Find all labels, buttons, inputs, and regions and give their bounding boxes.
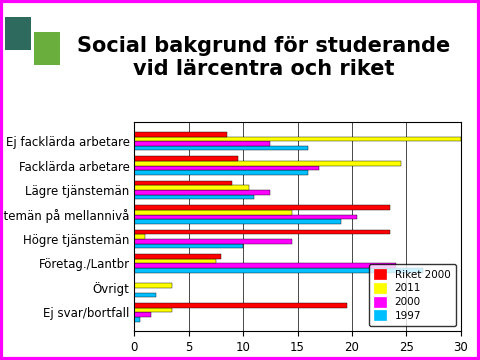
Bar [134,210,292,215]
Bar [134,234,145,239]
Bar [134,190,270,195]
Bar [134,215,358,219]
Bar [134,166,319,170]
Bar [134,185,249,190]
Bar [134,136,461,141]
Bar [134,230,390,234]
Legend: Riket 2000, 2011, 2000, 1997: Riket 2000, 2011, 2000, 1997 [369,264,456,326]
Bar [134,170,309,175]
Bar [134,156,238,161]
Bar [134,141,270,146]
Bar [134,254,221,259]
Bar [134,239,292,244]
Bar [134,132,227,136]
Bar [134,146,309,150]
Text: Social bakgrund för studerande
vid lärcentra och riket: Social bakgrund för studerande vid lärce… [77,36,451,79]
Bar [134,308,172,312]
FancyBboxPatch shape [5,17,31,50]
Bar [134,181,232,185]
Bar [134,293,156,297]
Bar [134,312,151,317]
Bar [134,244,243,248]
Bar [134,205,390,210]
Bar [134,195,254,199]
FancyBboxPatch shape [34,32,60,65]
Bar [134,268,423,273]
Bar [134,264,396,268]
Bar [134,219,341,224]
Bar [134,259,216,264]
Bar [134,303,347,308]
Bar [134,283,172,288]
Bar [134,161,401,166]
Bar [134,317,140,322]
